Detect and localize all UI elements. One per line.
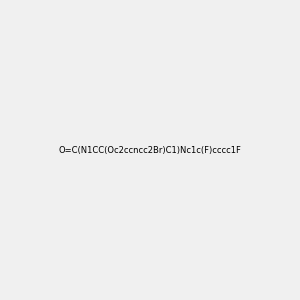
- Text: O=C(N1CC(Oc2ccncc2Br)C1)Nc1c(F)cccc1F: O=C(N1CC(Oc2ccncc2Br)C1)Nc1c(F)cccc1F: [58, 146, 242, 154]
